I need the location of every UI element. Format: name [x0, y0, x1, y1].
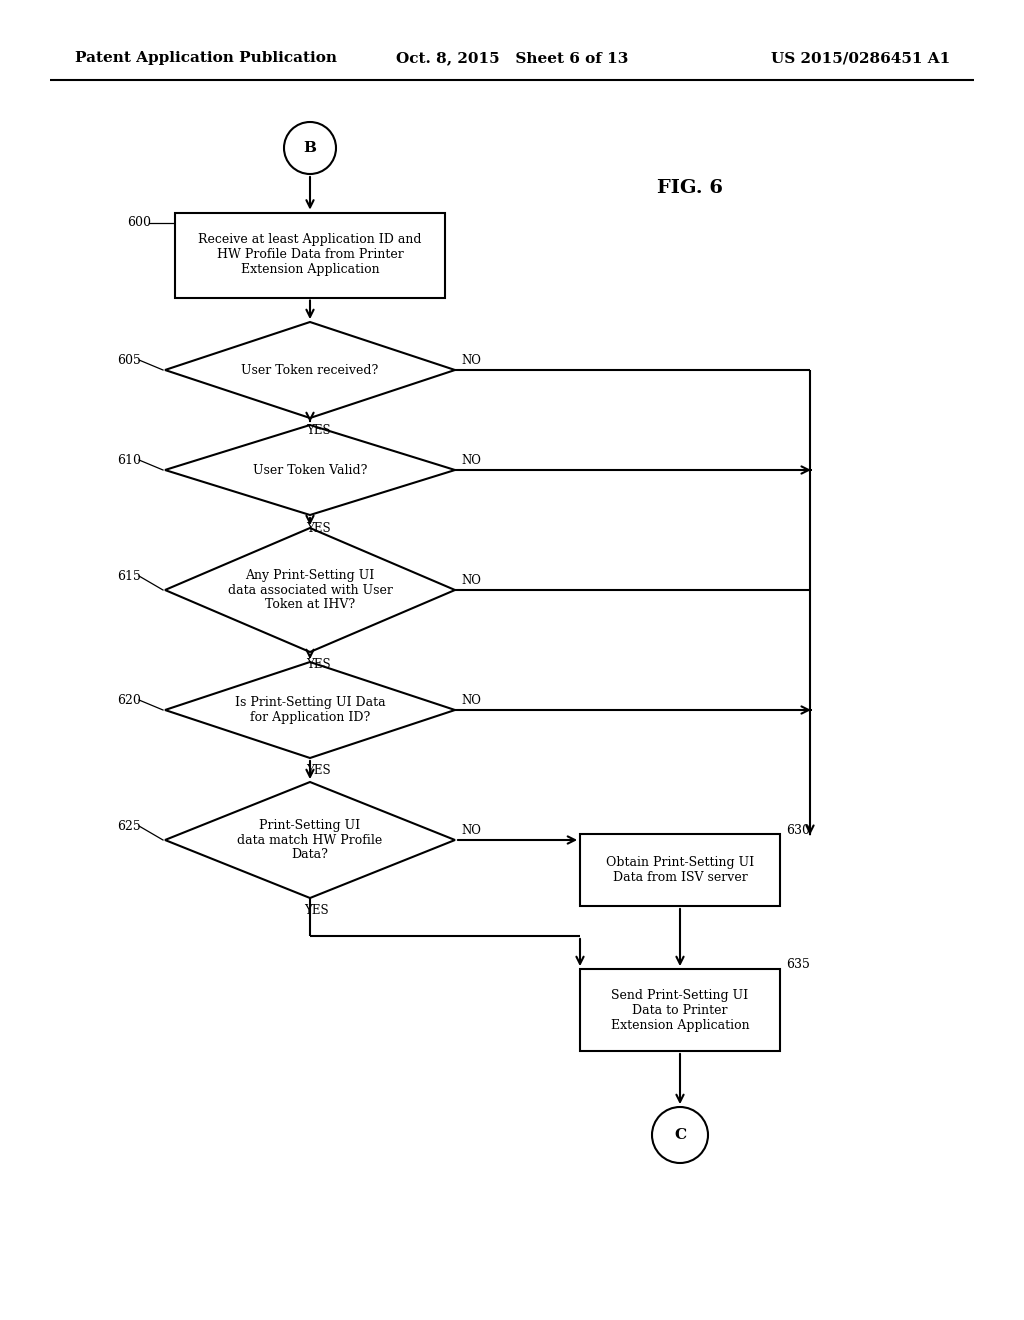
Bar: [580, 969, 780, 1051]
Text: YES: YES: [306, 659, 331, 672]
Text: User Token Valid?: User Token Valid?: [253, 463, 368, 477]
Circle shape: [652, 1107, 708, 1163]
Text: 620: 620: [117, 693, 141, 706]
Polygon shape: [165, 781, 455, 898]
Text: YES: YES: [306, 425, 331, 437]
Text: Send Print-Setting UI
Data to Printer
Extension Application: Send Print-Setting UI Data to Printer Ex…: [610, 989, 750, 1031]
Text: Is Print-Setting UI Data
for Application ID?: Is Print-Setting UI Data for Application…: [234, 696, 385, 723]
Text: YES: YES: [304, 904, 329, 917]
Text: Print-Setting UI
data match HW Profile
Data?: Print-Setting UI data match HW Profile D…: [238, 818, 383, 862]
Text: NO: NO: [461, 693, 481, 706]
Text: Any Print-Setting UI
data associated with User
Token at IHV?: Any Print-Setting UI data associated wit…: [227, 569, 392, 611]
Text: YES: YES: [306, 521, 331, 535]
Text: NO: NO: [461, 454, 481, 466]
Text: 635: 635: [786, 958, 810, 972]
Text: 610: 610: [117, 454, 141, 466]
Text: NO: NO: [461, 824, 481, 837]
Text: 605: 605: [117, 354, 141, 367]
Text: NO: NO: [461, 573, 481, 586]
Bar: [175, 213, 445, 297]
Text: 600: 600: [127, 216, 151, 228]
Text: Oct. 8, 2015   Sheet 6 of 13: Oct. 8, 2015 Sheet 6 of 13: [396, 51, 628, 65]
Text: Receive at least Application ID and
HW Profile Data from Printer
Extension Appli: Receive at least Application ID and HW P…: [199, 234, 422, 276]
Text: User Token received?: User Token received?: [242, 363, 379, 376]
Text: 615: 615: [117, 569, 141, 582]
Polygon shape: [165, 663, 455, 758]
Bar: [580, 834, 780, 906]
Text: C: C: [674, 1129, 686, 1142]
Text: Obtain Print-Setting UI
Data from ISV server: Obtain Print-Setting UI Data from ISV se…: [606, 855, 754, 884]
Text: 625: 625: [117, 820, 140, 833]
Polygon shape: [165, 322, 455, 418]
Polygon shape: [165, 528, 455, 652]
Text: US 2015/0286451 A1: US 2015/0286451 A1: [771, 51, 950, 65]
Text: NO: NO: [461, 354, 481, 367]
Polygon shape: [165, 425, 455, 515]
Text: Patent Application Publication: Patent Application Publication: [75, 51, 337, 65]
Text: B: B: [303, 141, 316, 154]
Text: FIG. 6: FIG. 6: [657, 180, 723, 197]
Circle shape: [284, 121, 336, 174]
Text: 630: 630: [786, 824, 810, 837]
Text: YES: YES: [306, 764, 331, 777]
